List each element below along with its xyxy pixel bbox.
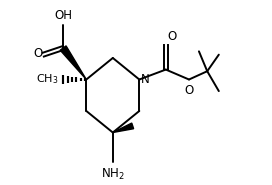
Text: OH: OH xyxy=(54,9,72,22)
Text: N: N xyxy=(141,73,150,86)
Polygon shape xyxy=(113,123,134,132)
Text: O: O xyxy=(168,30,177,43)
Text: CH$_3$: CH$_3$ xyxy=(36,73,58,86)
Polygon shape xyxy=(60,46,86,80)
Text: O: O xyxy=(33,47,42,60)
Text: NH$_2$: NH$_2$ xyxy=(101,166,125,181)
Text: O: O xyxy=(184,84,194,97)
